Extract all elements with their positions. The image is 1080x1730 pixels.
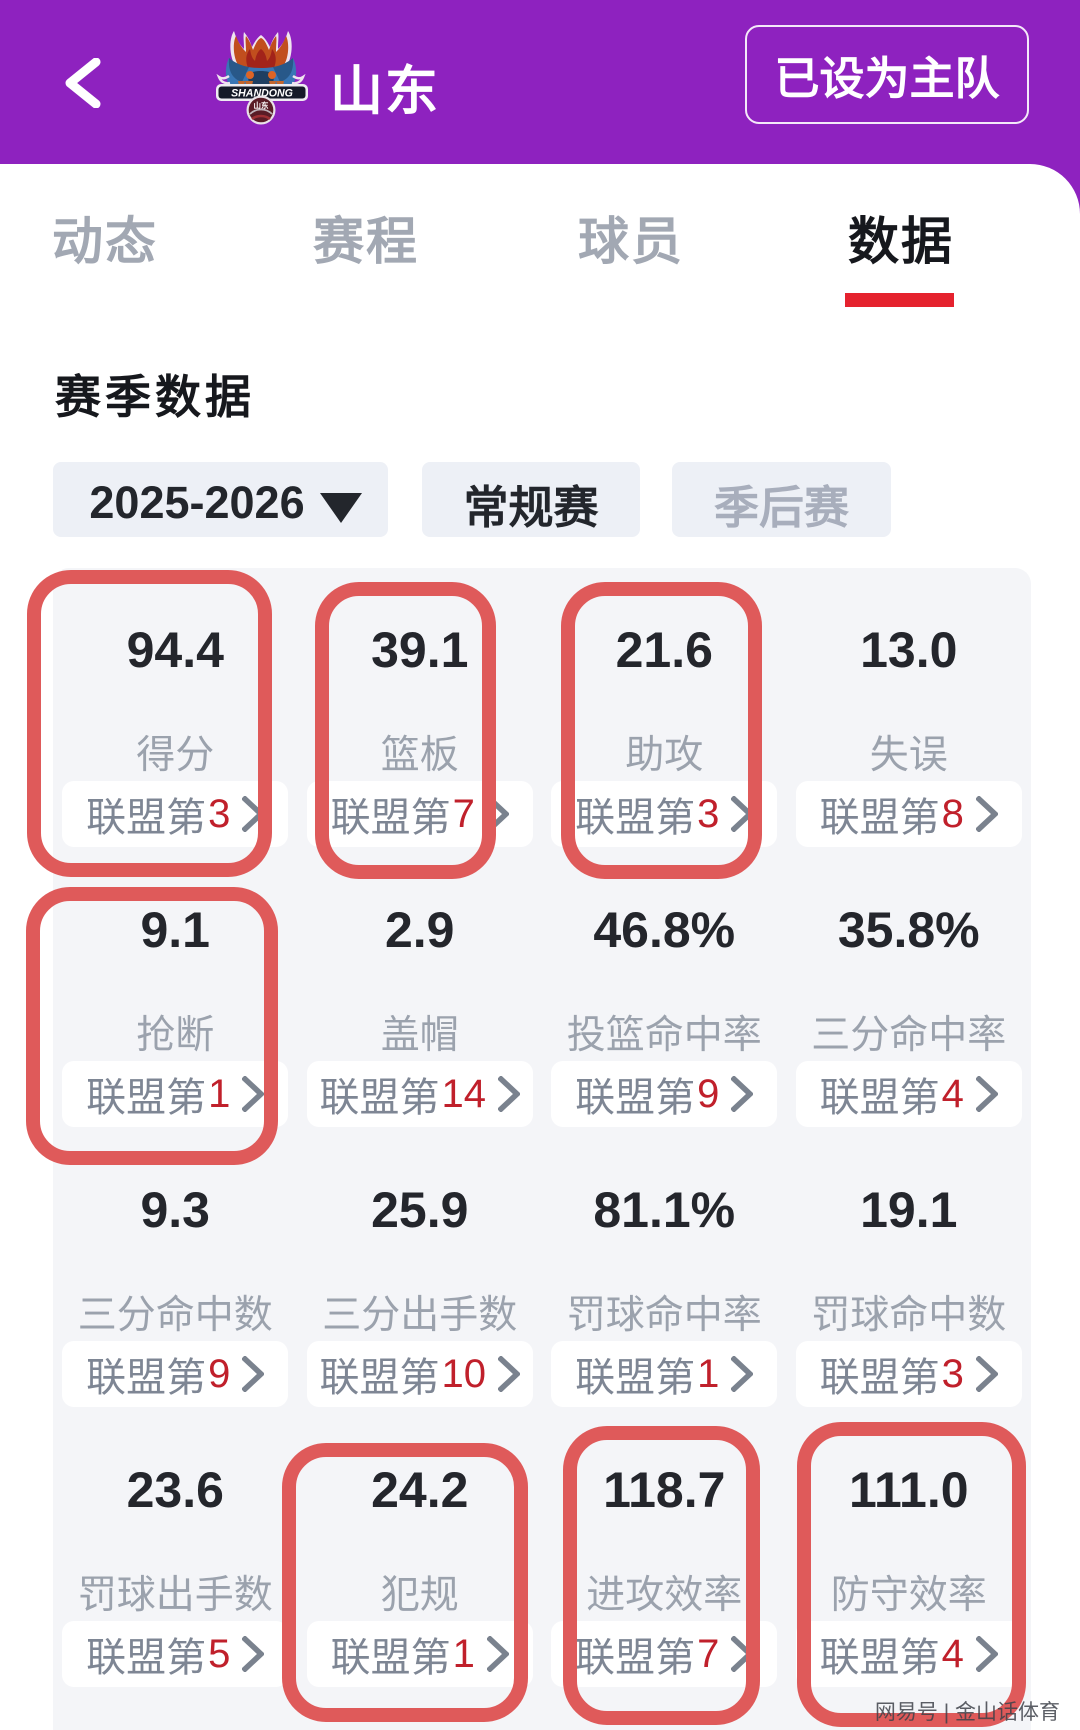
svg-text:山东: 山东 bbox=[254, 100, 269, 110]
svg-text:SHANDONG: SHANDONG bbox=[231, 88, 293, 100]
